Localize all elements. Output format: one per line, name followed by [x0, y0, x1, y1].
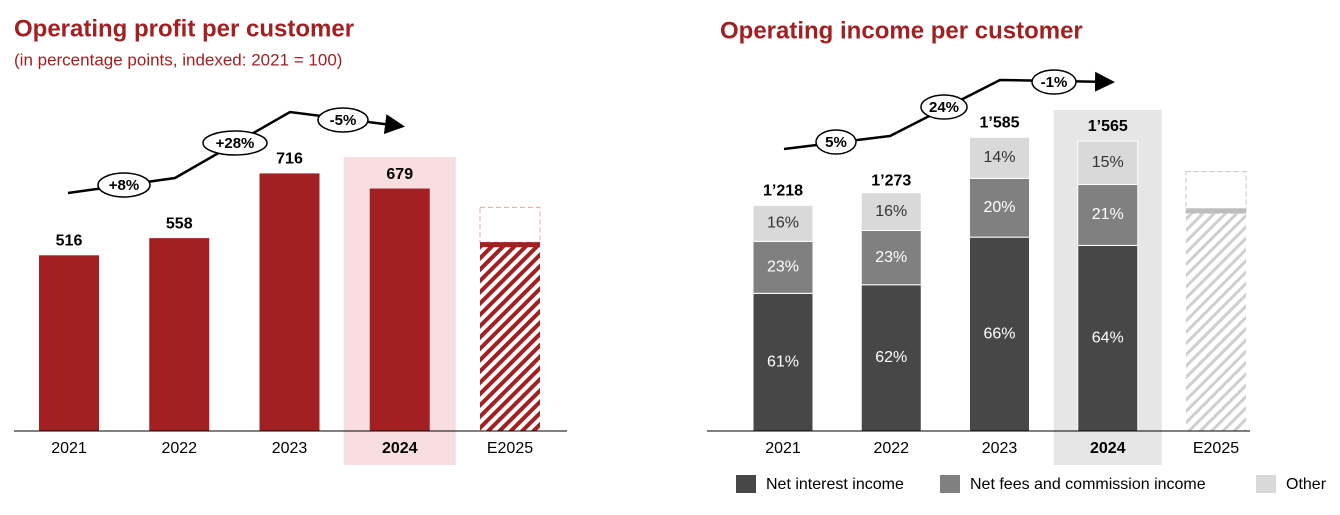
bar	[369, 188, 430, 431]
estimate-top	[1186, 208, 1246, 214]
estimate-bar	[1186, 213, 1246, 431]
value-label: 679	[386, 166, 413, 183]
chart-subtitle: (in percentage points, indexed: 2021 = 1…	[14, 50, 342, 69]
value-label: 516	[56, 233, 83, 250]
bar	[259, 173, 320, 431]
growth-label: +8%	[109, 177, 139, 194]
bar-segment	[1077, 140, 1139, 186]
legend-label: Net fees and commission income	[970, 476, 1206, 493]
growth-bubble	[1031, 69, 1077, 95]
growth-label: 24%	[929, 99, 959, 116]
growth-label: 5%	[825, 134, 847, 151]
growth-bubble	[317, 107, 369, 133]
segment-label: 15%	[1092, 154, 1124, 171]
total-label: 1’565	[1088, 118, 1128, 135]
bar	[39, 255, 99, 431]
x-tick-label: 2021	[51, 440, 87, 457]
growth-label: -5%	[330, 112, 357, 129]
segment-label: 62%	[875, 349, 907, 366]
segment-label: 21%	[1092, 206, 1124, 223]
segment-label: 66%	[983, 325, 1015, 342]
legend-label: Other	[1286, 476, 1327, 493]
legend-swatch	[940, 475, 960, 493]
segment-label: 61%	[767, 353, 799, 370]
segment-label: 23%	[875, 249, 907, 266]
value-label: 716	[276, 151, 303, 168]
growth-bubble	[97, 172, 151, 198]
total-label: 1’585	[979, 115, 1019, 132]
segment-label: 23%	[767, 259, 799, 276]
segment-label: 16%	[767, 215, 799, 232]
bar-segment	[752, 292, 814, 432]
bar-segment	[969, 136, 1030, 179]
legend-swatch	[1256, 475, 1276, 493]
estimate-range	[479, 206, 541, 243]
x-tick-label: 2024	[1090, 440, 1126, 457]
bar-segment	[860, 192, 922, 232]
bar-segment	[969, 177, 1030, 238]
bar-segment	[860, 284, 922, 432]
x-tick-label: E2025	[487, 440, 533, 457]
growth-label: +28%	[216, 135, 255, 152]
segment-label: 14%	[983, 149, 1015, 166]
legend-swatch	[736, 475, 756, 493]
x-tick-label: 2021	[765, 440, 801, 457]
estimate-top	[480, 242, 540, 248]
estimate-bar	[480, 242, 540, 431]
x-tick-label: 2023	[982, 440, 1018, 457]
legend-label: Net interest income	[766, 476, 904, 493]
bar-segment	[752, 204, 814, 242]
charts: Operating profit per customer (in percent…	[14, 15, 1327, 493]
bar-segment	[752, 240, 814, 294]
estimate-range	[1185, 171, 1247, 214]
x-tick-label: E2025	[1193, 440, 1239, 457]
total-label: 1’218	[763, 183, 803, 200]
x-tick-label: 2022	[873, 440, 909, 457]
segment-label: 16%	[875, 203, 907, 220]
chart-title: Operating profit per customer	[14, 15, 354, 42]
x-tick-label: 2023	[272, 440, 308, 457]
growth-bubble	[920, 94, 968, 120]
value-label: 558	[166, 215, 193, 232]
segment-label: 20%	[983, 199, 1015, 216]
growth-bubble	[202, 130, 268, 156]
x-tick-label: 2024	[382, 440, 418, 457]
bar-segment	[860, 230, 922, 286]
chart-title: Operating income per customer	[720, 17, 1083, 44]
x-tick-label: 2022	[161, 440, 197, 457]
bar	[149, 238, 210, 431]
segment-label: 64%	[1092, 329, 1124, 346]
growth-label: -1%	[1041, 74, 1068, 91]
total-label: 1’273	[871, 172, 911, 189]
growth-bubble	[815, 129, 857, 155]
